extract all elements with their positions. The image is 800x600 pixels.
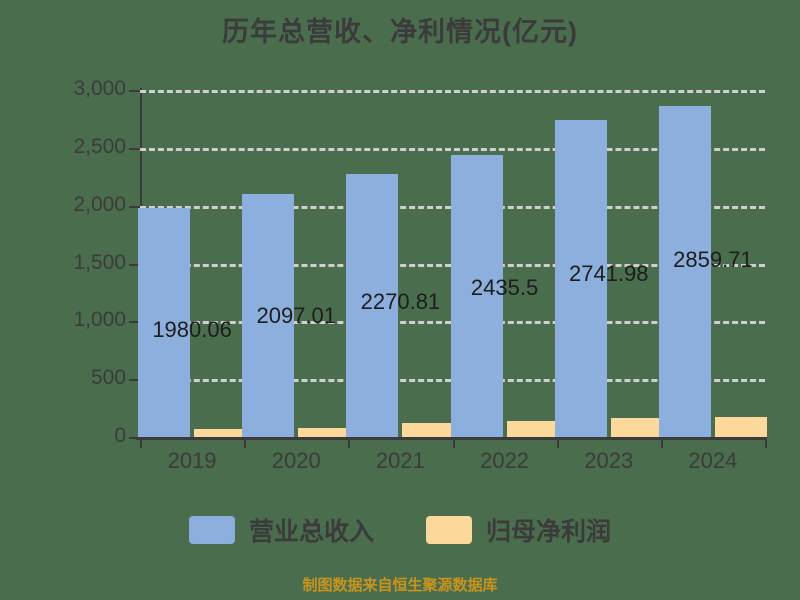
plot-area — [129, 90, 767, 440]
bar-归母净利润-2020[interactable] — [298, 427, 351, 437]
y-axis-tick — [129, 90, 140, 92]
y-axis-label: 1,000 — [73, 308, 126, 332]
y-axis-tick — [129, 321, 140, 324]
gridline — [140, 90, 765, 93]
bar-归母净利润-2021[interactable] — [402, 422, 455, 437]
bar-归母净利润-2022[interactable] — [506, 420, 559, 437]
bar-value-label: 2435.5 — [470, 275, 539, 300]
y-axis-tick — [129, 263, 140, 266]
x-axis-label-2021: 2021 — [375, 448, 425, 473]
x-axis-tick — [765, 437, 767, 448]
y-axis-label: 2,500 — [73, 134, 126, 158]
y-axis-tick — [129, 379, 140, 382]
bar-归母净利润-2019[interactable] — [194, 428, 247, 437]
y-axis-label: 500 — [90, 366, 126, 390]
legend-item-营业总收入[interactable]: 营业总收入 — [188, 512, 374, 548]
y-axis-label: 2,000 — [73, 192, 126, 216]
bar-营业总收入-2020[interactable] — [242, 194, 295, 437]
bar-value-label: 1980.06 — [152, 317, 232, 342]
footer-note: 制图数据来自恒生聚源数据库 — [302, 577, 498, 594]
y-axis-tick — [129, 147, 140, 150]
x-axis-label-2023: 2023 — [584, 448, 634, 473]
legend-label: 归母净利润 — [486, 518, 612, 546]
legend-item-归母净利润[interactable]: 归母净利润 — [426, 512, 611, 548]
x-axis-tick — [452, 437, 455, 448]
x-axis-tick — [244, 437, 247, 448]
chart-title: 历年总营收、净利情况(亿元) — [222, 17, 578, 47]
bar-归母净利润-2024[interactable] — [714, 416, 767, 437]
x-axis-label-2024: 2024 — [688, 448, 738, 473]
x-axis-tick — [140, 437, 142, 448]
x-axis-tick — [660, 437, 663, 448]
x-axis-label-2019: 2019 — [167, 448, 217, 473]
y-axis-tick — [129, 205, 140, 208]
y-axis-label: 3,000 — [73, 77, 126, 100]
bar-营业总收入-2019[interactable] — [138, 207, 191, 437]
legend-swatch-icon — [188, 516, 235, 544]
bar-营业总收入-2022[interactable] — [450, 155, 503, 437]
x-axis-label-2020: 2020 — [271, 448, 321, 473]
y-axis-tick — [129, 437, 140, 439]
legend-swatch-icon — [426, 516, 472, 544]
bar-营业总收入-2024[interactable] — [658, 106, 711, 437]
bar-value-label: 2859.71 — [673, 247, 753, 272]
x-axis-tick — [348, 437, 351, 448]
bar-营业总收入-2021[interactable] — [346, 174, 399, 437]
y-axis-label: 1,500 — [73, 250, 126, 274]
x-axis-label-2022: 2022 — [480, 448, 530, 473]
bar-value-label: 2270.81 — [360, 289, 441, 314]
gridline — [140, 147, 765, 151]
x-axis-tick — [556, 437, 559, 448]
y-axis-label: 0 — [114, 424, 126, 447]
bars-group — [138, 90, 767, 437]
bar-value-label: 2741.98 — [568, 261, 649, 286]
legend-label: 营业总收入 — [248, 518, 374, 546]
bar-归母净利润-2023[interactable] — [610, 417, 663, 437]
bar-value-label: 2097.01 — [256, 303, 337, 328]
chart-legend: 营业总收入 归母净利润 — [0, 512, 800, 548]
bar-营业总收入-2023[interactable] — [554, 119, 607, 437]
gridline — [136, 437, 765, 440]
